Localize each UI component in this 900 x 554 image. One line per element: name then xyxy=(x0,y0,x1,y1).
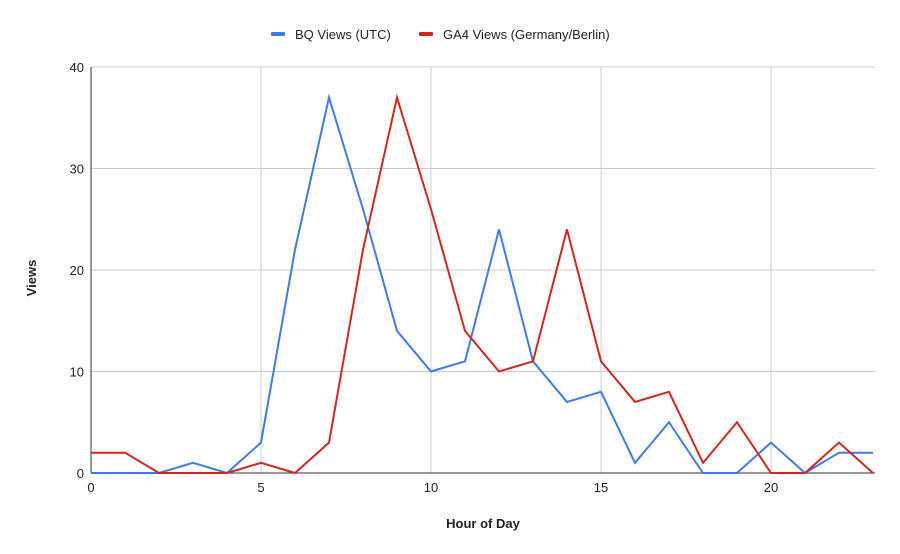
y-tick-label: 30 xyxy=(70,162,84,177)
x-tick-label: 10 xyxy=(424,480,438,495)
y-tick-label: 10 xyxy=(70,365,84,380)
series-line-0 xyxy=(91,93,873,475)
x-tick-label: 5 xyxy=(257,480,264,495)
legend: BQ Views (UTC) GA4 Views (Germany/Berlin) xyxy=(271,27,610,42)
series-line-1 xyxy=(91,93,874,475)
x-tick-label: 20 xyxy=(764,480,778,495)
y-tick-label: 40 xyxy=(70,60,84,75)
x-tick-label: 0 xyxy=(87,480,94,495)
x-axis-title: Hour of Day xyxy=(446,516,520,531)
axes: 0 10 20 30 40 0 5 10 15 20 xyxy=(70,60,875,495)
legend-swatch xyxy=(271,32,285,36)
legend-swatch xyxy=(419,32,433,36)
series-lines xyxy=(91,93,874,475)
y-axis-title: Views xyxy=(24,260,39,297)
x-tick-label: 15 xyxy=(594,480,608,495)
legend-label: GA4 Views (Germany/Berlin) xyxy=(443,27,610,42)
gridlines xyxy=(91,66,875,473)
y-tick-label: 20 xyxy=(70,263,84,278)
y-tick-label: 0 xyxy=(77,466,84,481)
legend-label: BQ Views (UTC) xyxy=(295,27,391,42)
